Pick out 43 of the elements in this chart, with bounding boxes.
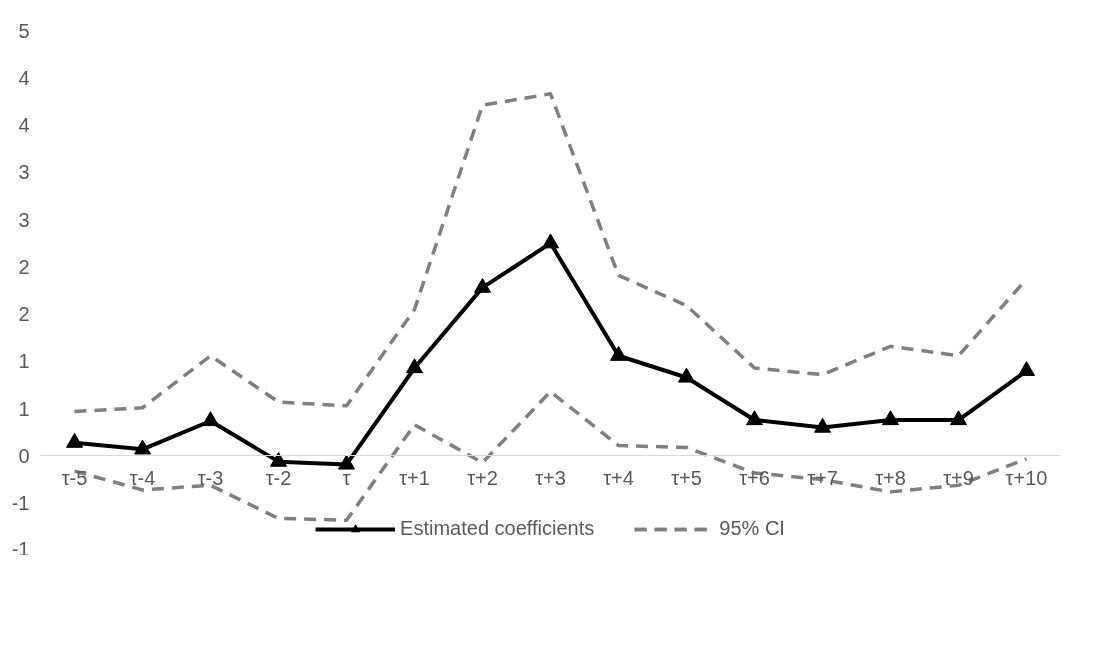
y-tick-label: 5: [18, 19, 30, 42]
point: [746, 410, 763, 426]
x-tick-label: τ+8: [875, 466, 906, 489]
x-tick-label: τ-2: [265, 466, 292, 489]
x-tick-label: τ+9: [943, 466, 974, 489]
point: [202, 411, 219, 427]
x-tick-label: τ+6: [739, 466, 770, 489]
y-tick-label: 0: [18, 444, 30, 467]
y-tick-label: 2: [18, 255, 30, 278]
x-tick-label: τ: [342, 466, 351, 489]
legend-label: Estimated coefficients: [400, 517, 595, 540]
y-tick-label: -1: [11, 537, 30, 560]
x-tick-label: τ+3: [535, 466, 566, 489]
point: [678, 367, 695, 383]
y-tick-label: 2: [18, 303, 30, 326]
y-tick-label: 4: [18, 66, 30, 89]
y-tick-label: 3: [18, 161, 30, 184]
point: [610, 346, 627, 361]
point: [338, 454, 355, 470]
x-tick-label: τ-3: [197, 466, 224, 489]
y-tick-label: 1: [18, 350, 30, 373]
y-tick-label: 4: [18, 114, 30, 137]
point: [1018, 361, 1035, 376]
point: [474, 277, 491, 293]
x-tick-label: τ+1: [399, 466, 430, 489]
point: [950, 410, 967, 426]
x-tick-label: τ-4: [129, 466, 156, 489]
point: [270, 451, 287, 467]
legend-label: 95% CI: [719, 517, 785, 540]
point: [542, 233, 559, 249]
y-tick-label: 1: [18, 397, 30, 420]
x-tick-label: τ+10: [1005, 466, 1048, 489]
y-tick-label: -1: [11, 492, 30, 515]
point: [814, 417, 831, 433]
point: [882, 410, 899, 426]
y-tick-label: 3: [18, 208, 30, 231]
x-tick-label: τ+5: [671, 466, 702, 489]
point: [406, 358, 423, 374]
point: [66, 432, 83, 448]
x-tick-label: τ+2: [467, 466, 498, 489]
point: [134, 439, 151, 455]
x-tick-label: τ-5: [61, 466, 88, 489]
x-tick-label: τ+4: [603, 466, 634, 489]
